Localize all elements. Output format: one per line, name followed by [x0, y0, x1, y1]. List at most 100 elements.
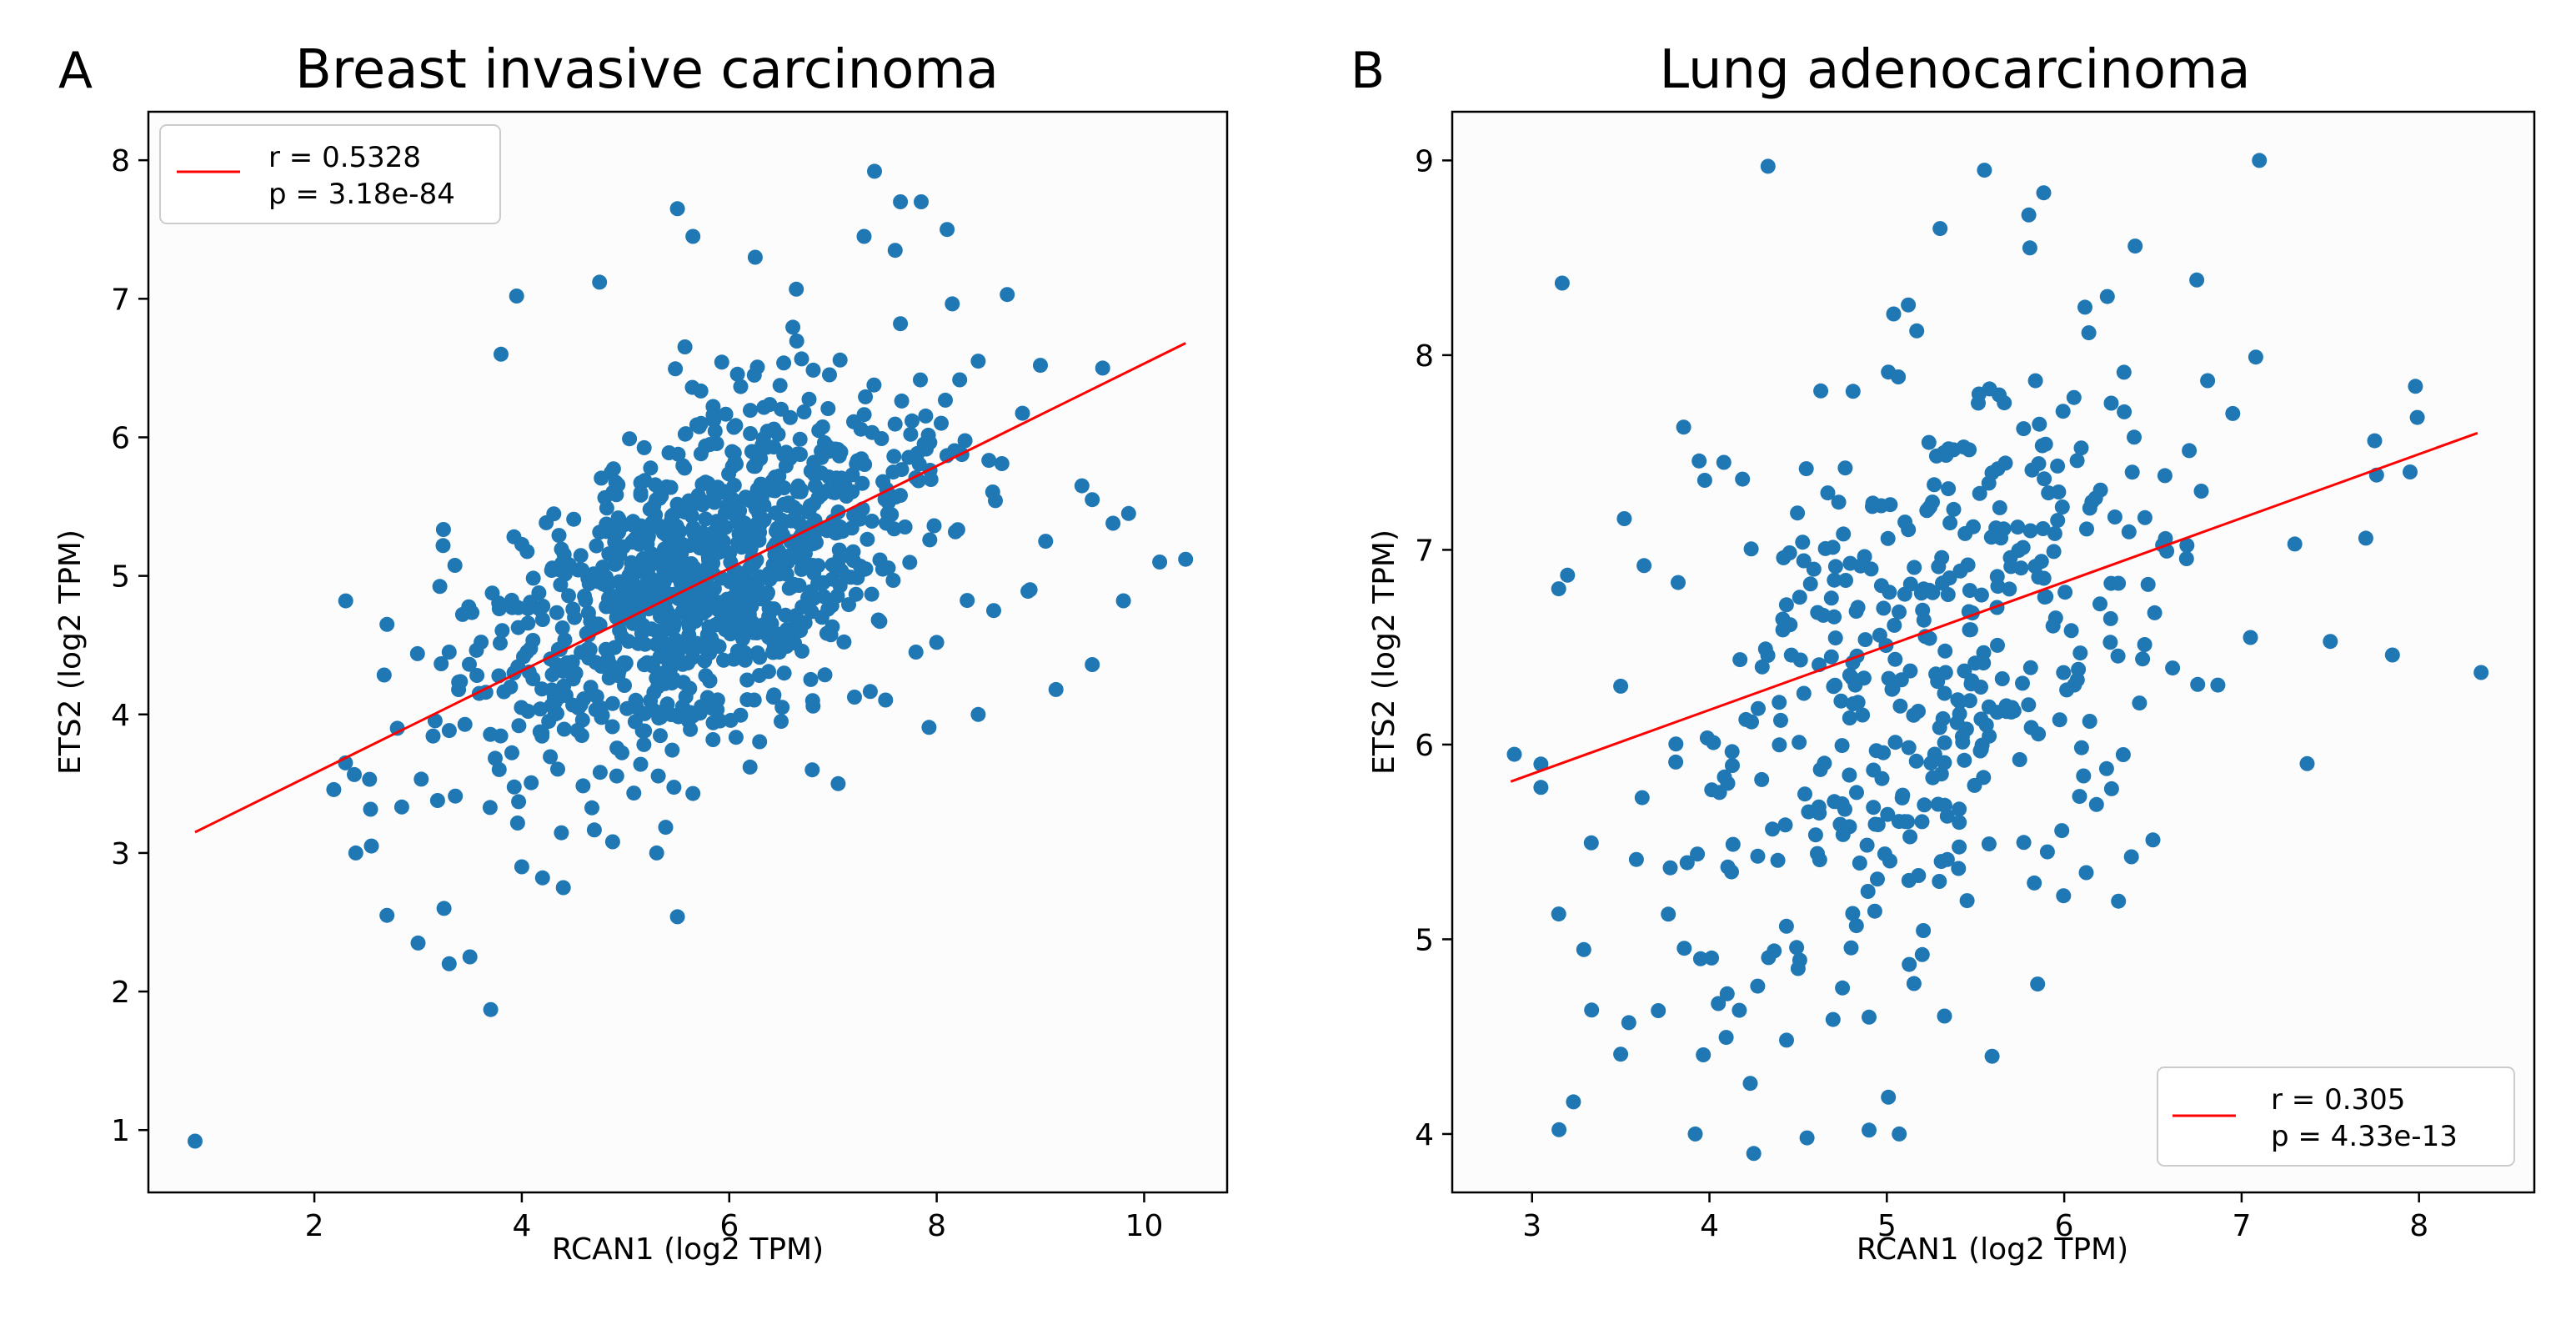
scatter-point [1778, 597, 1794, 613]
scatter-point [532, 724, 548, 740]
scatter-point [862, 684, 878, 700]
scatter-point [772, 378, 788, 394]
scatter-point [701, 552, 716, 568]
scatter-point [1870, 817, 1886, 832]
scatter-point [1782, 617, 1798, 633]
scatter-point [1789, 940, 1805, 956]
scatter-point [878, 692, 894, 708]
scatter-point [1863, 561, 1879, 577]
x-tick-label-b: 7 [2232, 1209, 2251, 1243]
scatter-point [1836, 526, 1852, 542]
scatter-point [887, 243, 903, 258]
scatter-point [897, 519, 913, 535]
scatter-point [880, 560, 896, 576]
scatter-point [491, 761, 507, 777]
scatter-point [1892, 698, 1908, 714]
scatter-point [1827, 572, 1842, 588]
scatter-point [674, 604, 690, 619]
scatter-point [393, 799, 409, 815]
scatter-point [595, 576, 611, 592]
scatter-point [702, 437, 718, 452]
scatter-point [363, 838, 379, 854]
scatter-point [1852, 856, 1867, 871]
scatter-point [765, 644, 781, 660]
scatter-point [379, 907, 395, 923]
panel-a: A Breast invasive carcinoma 2 4 6 8 10123456… [53, 39, 1229, 1267]
scatter-point [1770, 852, 1786, 868]
scatter-point [940, 222, 955, 238]
scatter-point [1901, 740, 1917, 755]
scatter-point [2243, 630, 2258, 645]
scatter-point [488, 750, 503, 766]
scatter-point [1914, 946, 1930, 962]
scatter-point [893, 316, 909, 332]
scatter-point [880, 505, 895, 521]
scatter-point [1833, 693, 1849, 709]
scatter-point [804, 762, 820, 778]
scatter-point [856, 228, 872, 244]
scatter-point [1959, 893, 1975, 909]
scatter-point [1724, 744, 1740, 760]
scatter-point [2016, 835, 2032, 851]
scatter-point [1997, 395, 2012, 411]
scatter-point [1870, 871, 1885, 887]
scatter-point [2137, 509, 2153, 525]
panel-a-title: Breast invasive carcinoma [295, 39, 999, 101]
scatter-point [534, 681, 550, 697]
scatter-point [800, 535, 816, 551]
scatter-point [389, 720, 405, 736]
scatter-point [1120, 505, 1136, 521]
y-tick-label-b: 8 [1415, 339, 1434, 374]
scatter-point [1935, 575, 1950, 591]
scatter-point [776, 355, 792, 371]
scatter-point [752, 569, 768, 585]
scatter-point [1914, 814, 1930, 830]
scatter-point [766, 421, 782, 437]
scatter-point [754, 617, 770, 633]
scatter-point [1981, 836, 1997, 852]
scatter-point [810, 558, 826, 574]
scatter-point [886, 449, 902, 464]
scatter-point [1725, 758, 1740, 773]
scatter-point [1551, 1122, 1567, 1137]
scatter-point [754, 437, 770, 453]
scatter-point [1976, 655, 1992, 671]
scatter-point [1777, 817, 1793, 833]
scatter-point [1902, 663, 1918, 679]
scatter-point [573, 697, 589, 713]
scatter-point [1997, 455, 2013, 471]
scatter-point [1810, 846, 1825, 861]
scatter-point [2189, 272, 2205, 288]
scatter-point [2051, 484, 2067, 499]
scatter-point [519, 544, 535, 560]
scatter-point [2088, 796, 2104, 812]
scatter-point [1834, 738, 1850, 754]
scatter-point [435, 522, 451, 537]
scatter-point [609, 768, 624, 784]
y-tick-label-b: 4 [1415, 1118, 1434, 1152]
scatter-point [2127, 429, 2142, 445]
scatter-point [721, 466, 737, 482]
scatter-point [1760, 158, 1776, 174]
scatter-point [2323, 634, 2338, 650]
x-axis-label-a: RCAN1 (log2 TPM) [552, 1232, 824, 1267]
x-tick-label-b: 8 [2409, 1209, 2428, 1243]
scatter-point [2409, 409, 2425, 425]
scatter-point [607, 640, 623, 655]
scatter-point [2145, 832, 2161, 848]
scatter-point [2081, 325, 2097, 341]
scatter-point [561, 588, 576, 604]
scatter-point [794, 561, 809, 577]
scatter-point [1916, 612, 1932, 628]
legend-b-r: r = 0.305 [2271, 1083, 2405, 1117]
scatter-point [1584, 1002, 1600, 1018]
scatter-point [1732, 1002, 1747, 1018]
scatter-point [504, 600, 520, 615]
scatter-point [626, 564, 642, 580]
scatter-point [804, 693, 820, 709]
scatter-point [1908, 753, 1924, 769]
scatter-point [1020, 584, 1036, 600]
scatter-point [1951, 861, 1967, 876]
scatter-point [1845, 384, 1861, 399]
